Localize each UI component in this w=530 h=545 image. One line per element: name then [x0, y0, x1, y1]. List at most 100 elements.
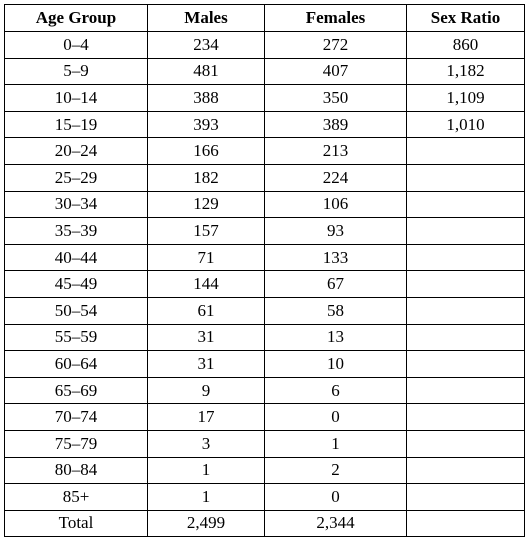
males-cell: 31 — [147, 323, 265, 352]
table-row: 75–79 3 1 — [4, 429, 525, 458]
females-cell: 106 — [264, 190, 407, 219]
females-cell: 93 — [264, 217, 407, 245]
males-cell: 3 — [147, 429, 265, 458]
females-cell: 224 — [264, 163, 407, 192]
males-cell: 9 — [147, 376, 265, 405]
males-cell: 166 — [147, 137, 265, 165]
age-group-cell: 5–9 — [4, 57, 148, 86]
age-group-cell: 30–34 — [4, 190, 148, 219]
table-row: 5–9 481 407 1,182 — [4, 57, 525, 86]
age-group-cell: 25–29 — [4, 163, 148, 192]
sex-ratio-cell — [406, 350, 525, 378]
females-cell: 10 — [264, 350, 407, 378]
table-row: 65–69 9 6 — [4, 376, 525, 405]
age-group-cell: 80–84 — [4, 456, 148, 485]
table-row: 45–49 144 67 — [4, 270, 525, 298]
females-cell: 67 — [264, 270, 407, 298]
females-cell: 2,344 — [264, 509, 407, 538]
header-age-group: Age Group — [4, 4, 148, 32]
sex-ratio-cell — [406, 217, 525, 245]
males-cell: 1 — [147, 483, 265, 511]
males-cell: 182 — [147, 163, 265, 192]
males-cell: 2,499 — [147, 509, 265, 538]
sex-ratio-cell: 860 — [406, 31, 525, 59]
males-cell: 129 — [147, 190, 265, 219]
age-group-cell: 20–24 — [4, 137, 148, 165]
header-sex-ratio: Sex Ratio — [406, 4, 525, 32]
males-cell: 157 — [147, 217, 265, 245]
females-cell: 213 — [264, 137, 407, 165]
females-cell: 407 — [264, 57, 407, 86]
table-row: 15–19 393 389 1,010 — [4, 110, 525, 139]
males-cell: 234 — [147, 31, 265, 59]
age-group-cell: 10–14 — [4, 84, 148, 112]
age-group-cell: 15–19 — [4, 110, 148, 139]
females-cell: 133 — [264, 243, 407, 272]
sex-ratio-cell — [406, 163, 525, 192]
females-cell: 58 — [264, 296, 407, 325]
sex-ratio-cell: 1,182 — [406, 57, 525, 86]
males-cell: 144 — [147, 270, 265, 298]
sex-ratio-cell — [406, 509, 525, 538]
table-row: 55–59 31 13 — [4, 323, 525, 352]
sex-ratio-cell — [406, 376, 525, 405]
age-group-cell: 65–69 — [4, 376, 148, 405]
males-cell: 393 — [147, 110, 265, 139]
age-group-cell: Total — [4, 509, 148, 538]
females-cell: 272 — [264, 31, 407, 59]
table-row: 85+ 1 0 — [4, 483, 525, 511]
females-cell: 0 — [264, 483, 407, 511]
header-females: Females — [264, 4, 407, 32]
sex-ratio-cell — [406, 403, 525, 431]
males-cell: 388 — [147, 84, 265, 112]
age-group-cell: 0–4 — [4, 31, 148, 59]
age-group-cell: 55–59 — [4, 323, 148, 352]
sex-ratio-cell — [406, 190, 525, 219]
males-cell: 481 — [147, 57, 265, 86]
table-header-row: Age Group Males Females Sex Ratio — [4, 4, 525, 32]
females-cell: 6 — [264, 376, 407, 405]
males-cell: 31 — [147, 350, 265, 378]
table-row: 35–39 157 93 — [4, 217, 525, 245]
females-cell: 1 — [264, 429, 407, 458]
males-cell: 1 — [147, 456, 265, 485]
females-cell: 389 — [264, 110, 407, 139]
table-row: 25–29 182 224 — [4, 163, 525, 192]
age-sex-table: Age Group Males Females Sex Ratio 0–4 234… — [4, 4, 525, 538]
males-cell: 17 — [147, 403, 265, 431]
females-cell: 13 — [264, 323, 407, 352]
age-group-cell: 35–39 — [4, 217, 148, 245]
table-row: 0–4 234 272 860 — [4, 31, 525, 59]
table-row: 20–24 166 213 — [4, 137, 525, 165]
table-body: 0–4 234 272 860 5–9 481 407 1,182 10–14 388 350 1,1… — [4, 31, 525, 538]
sex-ratio-cell: 1,010 — [406, 110, 525, 139]
females-cell: 0 — [264, 403, 407, 431]
males-cell: 71 — [147, 243, 265, 272]
sex-ratio-cell — [406, 456, 525, 485]
sex-ratio-cell: 1,109 — [406, 84, 525, 112]
table-row: Total 2,499 2,344 — [4, 509, 525, 538]
females-cell: 2 — [264, 456, 407, 485]
sex-ratio-cell — [406, 323, 525, 352]
age-group-cell: 85+ — [4, 483, 148, 511]
age-group-cell: 75–79 — [4, 429, 148, 458]
table-row: 80–84 1 2 — [4, 456, 525, 485]
age-group-cell: 50–54 — [4, 296, 148, 325]
sex-ratio-cell — [406, 270, 525, 298]
table-row: 10–14 388 350 1,109 — [4, 84, 525, 112]
sex-ratio-cell — [406, 296, 525, 325]
table-row: 40–44 71 133 — [4, 243, 525, 272]
age-group-cell: 40–44 — [4, 243, 148, 272]
header-males: Males — [147, 4, 265, 32]
age-group-cell: 45–49 — [4, 270, 148, 298]
table-row: 30–34 129 106 — [4, 190, 525, 219]
age-group-cell: 70–74 — [4, 403, 148, 431]
sex-ratio-cell — [406, 243, 525, 272]
sex-ratio-cell — [406, 137, 525, 165]
table-row: 70–74 17 0 — [4, 403, 525, 431]
sex-ratio-cell — [406, 429, 525, 458]
males-cell: 61 — [147, 296, 265, 325]
females-cell: 350 — [264, 84, 407, 112]
table-row: 60–64 31 10 — [4, 350, 525, 378]
age-group-cell: 60–64 — [4, 350, 148, 378]
